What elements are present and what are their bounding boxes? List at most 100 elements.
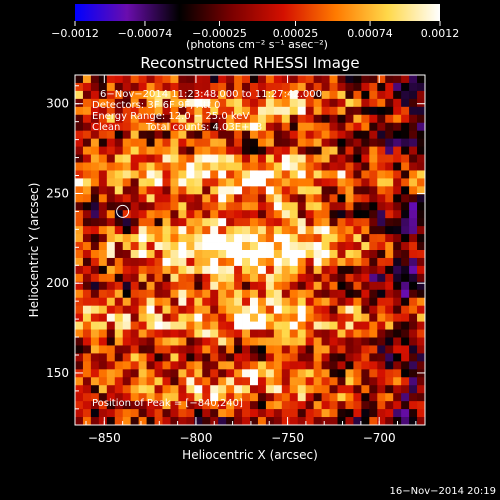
heatmap-cell xyxy=(329,218,338,227)
heatmap-cell xyxy=(170,281,179,291)
heatmap-cell xyxy=(281,337,291,346)
heatmap-cell xyxy=(234,369,243,378)
heatmap-cell xyxy=(178,385,187,394)
heatmap-cell xyxy=(361,417,370,425)
heatmap-cell xyxy=(337,345,346,354)
heatmap-cell xyxy=(170,329,179,338)
heatmap-cell xyxy=(273,210,283,219)
heatmap-cell xyxy=(234,409,243,418)
heatmap-cell xyxy=(194,186,203,195)
heatmap-cell xyxy=(186,417,195,425)
heatmap-cell xyxy=(353,170,362,179)
heatmap-cell xyxy=(273,170,283,179)
heatmap-cell xyxy=(154,297,163,307)
heatmap-cell xyxy=(82,361,92,370)
heatmap-cell xyxy=(90,242,100,251)
heatmap-cell xyxy=(178,130,187,140)
heatmap-cell xyxy=(138,289,147,299)
heatmap-cell xyxy=(114,329,124,338)
heatmap-cell xyxy=(329,297,338,307)
heatmap-cell xyxy=(178,146,187,155)
heatmap-cell xyxy=(273,82,283,92)
heatmap-cell xyxy=(218,194,227,203)
heatmap-cell xyxy=(210,329,219,338)
heatmap-cell xyxy=(265,114,275,124)
heatmap-cell xyxy=(186,202,195,211)
heatmap-cell xyxy=(210,210,219,219)
heatmap-cell xyxy=(409,353,418,362)
heatmap-cell xyxy=(75,273,84,283)
heatmap-cell xyxy=(178,154,187,163)
heatmap-cell xyxy=(162,186,171,195)
heatmap-cell xyxy=(345,106,354,116)
heatmap-cell xyxy=(417,297,425,307)
heatmap-cell xyxy=(377,385,386,394)
heatmap-cell xyxy=(114,210,124,219)
heatmap-cell xyxy=(210,393,219,402)
heatmap-cell xyxy=(369,178,378,187)
heatmap-cell xyxy=(138,409,147,418)
heatmap-cell xyxy=(75,75,84,84)
heatmap-cell xyxy=(186,393,195,402)
heatmap-cell xyxy=(353,98,362,108)
heatmap-cell xyxy=(170,162,179,171)
heatmap-cell xyxy=(210,242,219,251)
heatmap-cell xyxy=(321,289,330,299)
heatmap-cell xyxy=(146,417,155,425)
heatmap-cell xyxy=(361,257,370,267)
heatmap-cell xyxy=(154,401,163,410)
heatmap-cell xyxy=(178,114,187,124)
heatmap-cell xyxy=(154,154,163,163)
heatmap-cell xyxy=(234,162,243,171)
heatmap-cell xyxy=(98,305,108,315)
heatmap-cell xyxy=(313,250,322,259)
heatmap-cell xyxy=(361,234,370,243)
heatmap-cell xyxy=(401,234,410,243)
heatmap-cell xyxy=(90,321,100,330)
heatmap-cell xyxy=(130,369,140,378)
heatmap-cell xyxy=(138,329,147,338)
heatmap-cell xyxy=(122,186,132,195)
heatmap-cell xyxy=(106,385,116,394)
heatmap-cell xyxy=(313,281,322,291)
heatmap-cell xyxy=(82,409,92,418)
heatmap-cell xyxy=(265,210,275,219)
heatmap-cell xyxy=(114,313,124,322)
heatmap-cell xyxy=(305,257,315,267)
heatmap-cell xyxy=(409,234,418,243)
heatmap-cell xyxy=(90,313,100,322)
heatmap-cell xyxy=(337,210,346,219)
heatmap-cell xyxy=(297,337,307,346)
heatmap-cell xyxy=(146,122,155,132)
heatmap-cell xyxy=(75,250,84,259)
y-tick-label: 200 xyxy=(46,276,69,290)
heatmap-cell xyxy=(82,154,92,163)
heatmap-cell xyxy=(146,409,155,418)
heatmap-cell xyxy=(186,162,195,171)
heatmap-cell xyxy=(250,250,259,259)
heatmap-cell xyxy=(122,281,132,291)
heatmap-cell xyxy=(321,90,330,100)
heatmap-cell xyxy=(242,202,251,211)
heatmap-cell xyxy=(98,106,108,116)
heatmap-cell xyxy=(345,273,354,283)
heatmap-cell xyxy=(82,281,92,291)
heatmap-cell xyxy=(194,313,203,322)
heatmap-cell xyxy=(122,297,132,307)
heatmap-cell xyxy=(146,345,155,354)
heatmap-cell xyxy=(361,82,370,92)
heatmap-cell xyxy=(242,226,251,235)
heatmap-cell xyxy=(321,393,330,402)
heatmap-cell xyxy=(329,82,338,92)
heatmap-cell xyxy=(361,130,370,140)
heatmap-cell xyxy=(186,353,195,362)
heatmap-cell xyxy=(393,162,402,171)
heatmap-cell xyxy=(218,385,227,394)
heatmap-cell xyxy=(210,409,219,418)
heatmap-cell xyxy=(393,289,402,299)
heatmap-cell xyxy=(297,210,307,219)
heatmap-cell xyxy=(106,313,116,322)
heatmap-cell xyxy=(82,162,92,171)
heatmap-cell xyxy=(82,130,92,140)
heatmap-cell xyxy=(194,321,203,330)
